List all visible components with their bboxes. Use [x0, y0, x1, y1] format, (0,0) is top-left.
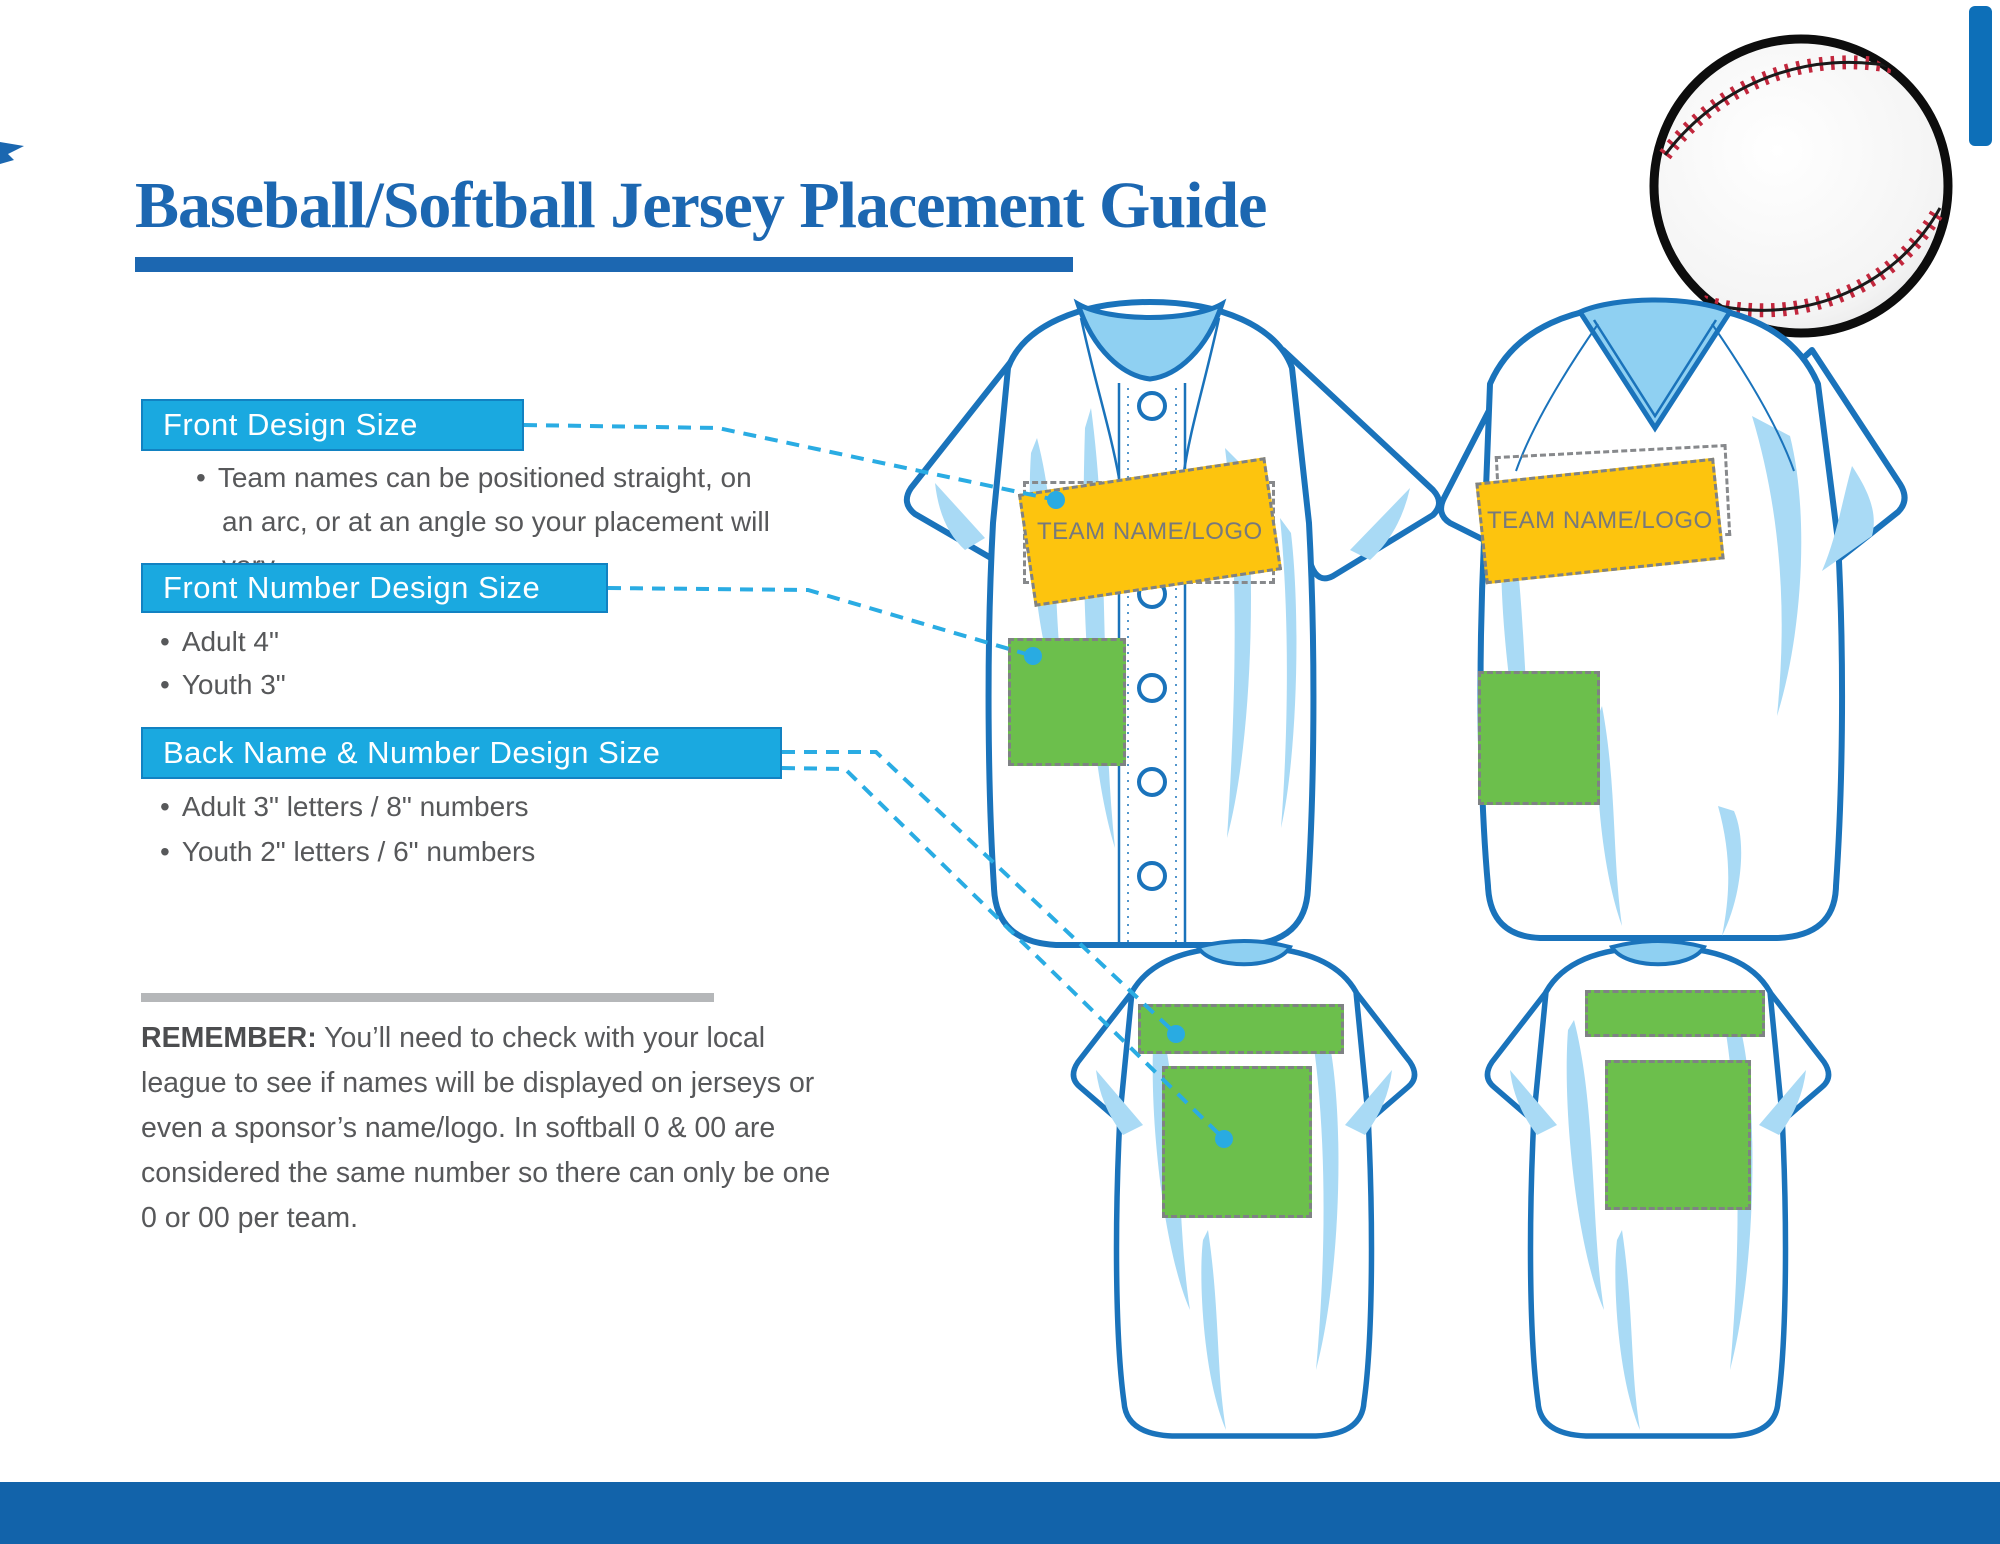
bullet-item: Youth 3": [160, 663, 286, 706]
back-name-placement: [1138, 1004, 1344, 1054]
jersey-front-vneck: [1438, 297, 1908, 941]
back-number-placement: [1162, 1066, 1312, 1218]
reminder-prefix: REMEMBER:: [141, 1022, 317, 1054]
front-design-size-label-text: Front Design Size: [163, 407, 418, 442]
bullet-item: Youth 2" letters / 6" numbers: [160, 829, 536, 874]
v-neck-collar: [1576, 297, 1734, 433]
bullet-item: Adult 4": [160, 620, 286, 663]
front-number-placement: [1478, 671, 1600, 805]
team-name-logo-text: TEAM NAME/LOGO: [1037, 518, 1263, 546]
back-collar: [1608, 939, 1708, 967]
collar: [1073, 298, 1227, 382]
team-name-logo-text: TEAM NAME/LOGO: [1487, 507, 1713, 535]
divider: [141, 993, 714, 1002]
back-number-placement: [1605, 1060, 1751, 1210]
back-name-number-size-label-text: Back Name & Number Design Size: [163, 735, 661, 770]
reminder-body: You’ll need to check with your local lea…: [141, 1022, 831, 1234]
bullet-item: Adult 3" letters / 8" numbers: [160, 784, 535, 829]
back-name-number-size-label: Back Name & Number Design Size: [141, 727, 782, 779]
collar-seams: [1515, 319, 1795, 472]
front-number-placement: [1008, 638, 1126, 766]
reminder-text: REMEMBER: You’ll need to check with your…: [141, 1016, 833, 1241]
right-edge-tab: [1969, 6, 1992, 146]
left-edge-mark: [0, 142, 24, 164]
bottom-bar: [0, 1482, 2000, 1544]
title-underline: [135, 257, 1073, 272]
jersey-front-button: [903, 298, 1442, 948]
baseball-icon: [1649, 34, 1953, 338]
page-title: Baseball/Softball Jersey Placement Guide: [135, 169, 1267, 242]
back-name-number-bullet-list: Adult 3" letters / 8" numbers Youth 2" l…: [160, 784, 536, 874]
front-number-size-label: Front Number Design Size: [141, 563, 608, 613]
back-name-placement: [1585, 990, 1765, 1037]
front-number-size-label-text: Front Number Design Size: [163, 570, 541, 605]
baseball-stitches: [1659, 55, 1947, 318]
front-design-size-label: Front Design Size: [141, 399, 524, 451]
front-number-bullet-list: Adult 4" Youth 3": [160, 620, 286, 706]
